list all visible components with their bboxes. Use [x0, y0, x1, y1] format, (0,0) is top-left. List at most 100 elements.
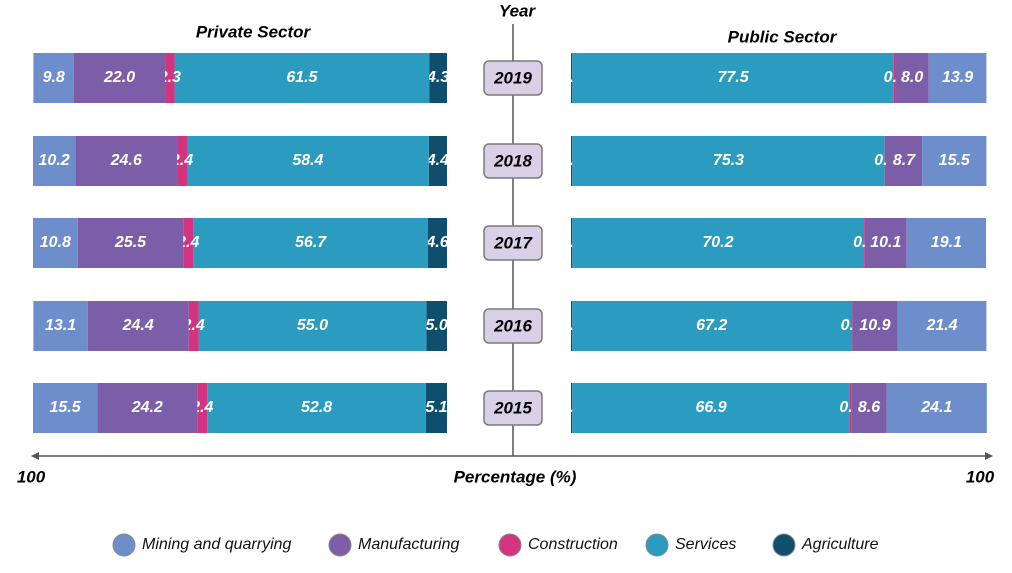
value-label: 4.4 [426, 152, 449, 169]
bar-segment [895, 53, 929, 103]
bar-segment [571, 383, 573, 433]
bar-segment [885, 136, 923, 186]
value-label: 70.2 [702, 234, 733, 251]
value-label: 13.1 [45, 317, 76, 334]
year-box [483, 308, 543, 344]
value-label: 66.9 [695, 399, 726, 416]
bar-segment [165, 53, 175, 103]
bar-segment [33, 136, 76, 186]
bar-segment [33, 218, 78, 268]
bar-segment [174, 53, 430, 103]
bar-segment [863, 218, 865, 268]
bar-segment [572, 383, 850, 433]
bar-segment [897, 301, 987, 351]
value-label: 4.3 [426, 69, 449, 86]
bar-segment [906, 218, 986, 268]
value-label: 19.1 [931, 234, 962, 251]
panel-title: Public Sector [728, 27, 838, 46]
value-label: 25.5 [114, 234, 147, 251]
value-label: 67.2 [696, 317, 727, 334]
bar-segment [928, 53, 987, 103]
legend-label: Construction [528, 536, 618, 553]
value-label: 4.6 [425, 234, 448, 251]
legend-label: Agriculture [801, 536, 879, 553]
y-tick-label: 2018 [493, 151, 532, 170]
bar-segment [33, 383, 98, 433]
bar-segment [73, 53, 166, 103]
bar-segment [183, 218, 194, 268]
legend-swatch [645, 533, 669, 557]
bar-segment [198, 301, 427, 351]
bar-segment [207, 383, 426, 433]
bar-segment [188, 301, 199, 351]
x-tick-label: 100 [966, 467, 995, 486]
value-label: 13.9 [942, 69, 973, 86]
value-label: 24.4 [122, 317, 154, 334]
value-label: 52.8 [301, 399, 332, 416]
bar-segment [428, 136, 447, 186]
value-label: 15.5 [939, 152, 971, 169]
bar-segment [884, 136, 886, 186]
bar-segment [97, 383, 198, 433]
bar-segment [851, 383, 887, 433]
value-label: 10.2 [39, 152, 70, 169]
legend-label: Mining and quarrying [142, 536, 292, 553]
legend-swatch [112, 533, 136, 557]
bar-segment [187, 136, 429, 186]
bar-segment [429, 53, 447, 103]
year-box [483, 225, 543, 261]
bar-segment [193, 218, 428, 268]
year-box [483, 60, 543, 96]
y-axis-label: Year [499, 1, 537, 20]
bar-segment [571, 53, 573, 103]
x-tick-label: 100 [17, 467, 46, 486]
bar-segment [177, 136, 188, 186]
value-label: 56.7 [295, 234, 327, 251]
bar-segment [864, 218, 907, 268]
bar-segment [572, 53, 894, 103]
bar-segment [197, 383, 208, 433]
bar-segment [572, 136, 885, 186]
bar-segment [886, 383, 987, 433]
value-label: 58.4 [292, 152, 323, 169]
legend-swatch [772, 533, 796, 557]
bar-segment [571, 218, 573, 268]
value-label: 5.1 [425, 399, 447, 416]
y-tick-label: 2015 [493, 398, 532, 417]
year-box [483, 390, 543, 426]
bar-segment [851, 301, 853, 351]
value-label: 9.8 [43, 69, 65, 86]
value-label: 61.5 [286, 69, 318, 86]
value-label: 15.5 [50, 399, 82, 416]
panel-title: Private Sector [196, 22, 312, 41]
y-tick-label: 2016 [493, 316, 532, 335]
value-label: 75.3 [713, 152, 744, 169]
value-label: 8.6 [858, 399, 880, 416]
value-label: 10.8 [40, 234, 71, 251]
value-label: 55.0 [297, 317, 328, 334]
value-label: 21.4 [925, 317, 957, 334]
value-label: 24.1 [920, 399, 952, 416]
bar-segment [33, 301, 88, 351]
value-label: 24.6 [110, 152, 142, 169]
bar-segment [571, 136, 573, 186]
value-label: 22.0 [103, 69, 135, 86]
value-label: 8.0 [901, 69, 923, 86]
bar-segment [75, 136, 178, 186]
bar-segment [425, 383, 447, 433]
bar-segment [893, 53, 896, 103]
value-label: 8.7 [893, 152, 916, 169]
value-label: 77.5 [717, 69, 749, 86]
bar-segment [427, 218, 447, 268]
legend-swatch [498, 533, 522, 557]
legend-label: Manufacturing [358, 536, 459, 553]
legend-label: Services [675, 536, 736, 553]
legend-swatch [328, 533, 352, 557]
bar-segment [852, 301, 898, 351]
x-axis-label: Percentage (%) [454, 467, 577, 486]
year-box [483, 143, 543, 179]
bar-segment [849, 383, 852, 433]
y-tick-label: 2017 [493, 233, 533, 252]
bar-segment [922, 136, 987, 186]
